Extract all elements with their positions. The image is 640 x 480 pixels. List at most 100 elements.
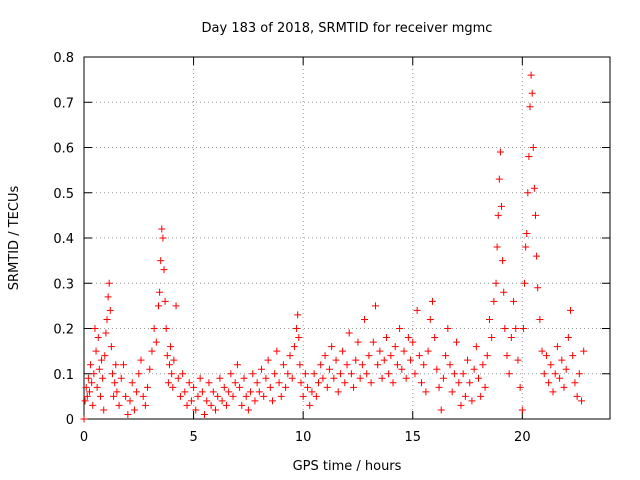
data-point [258,365,266,373]
data-point [526,103,534,111]
data-point [294,311,302,319]
y-tick-label: 0 [66,413,74,428]
data-point [162,325,170,332]
data-point [514,356,522,364]
data-point [160,266,168,274]
data-point [562,365,570,373]
data-point [282,383,290,391]
data-point [558,356,566,364]
data-point [119,361,127,369]
data-point [387,352,395,360]
data-point [172,302,180,310]
data-point [161,297,169,305]
data-point [85,388,93,396]
data-point [155,302,163,310]
data-point [299,392,307,400]
data-point [91,325,99,332]
data-point [82,383,90,391]
data-point [371,302,379,310]
data-point [365,352,373,360]
data-point [108,370,116,378]
data-point [88,379,96,387]
data-point [553,343,561,351]
data-point [146,365,154,373]
data-point [179,370,187,378]
data-point [159,234,167,242]
data-point [163,352,171,360]
data-point [139,392,147,400]
data-point [110,392,118,400]
data-point [113,388,121,396]
axis-ticks: 0 0.1 0.2 0.3 0.4 0.5 0.6 0.7 0.8 0 5 10 15 20 [53,51,610,445]
data-point [481,383,489,391]
data-point [277,392,285,400]
data-point [393,361,401,369]
data-point [297,379,305,387]
data-point [196,374,204,382]
data-point [312,392,320,400]
data-point [409,338,417,346]
data-point [133,388,141,396]
data-point [233,361,241,369]
data-point [538,347,546,355]
data-point [315,379,323,387]
data-point [457,401,465,409]
data-point [255,388,263,396]
data-point [201,410,209,418]
data-point [321,352,329,360]
data-point [529,144,537,151]
data-point [158,225,166,233]
data-point [385,370,393,378]
data-point [525,153,533,161]
data-point [102,329,110,337]
data-point [190,383,198,391]
data-point [431,334,439,342]
data-point [464,356,472,364]
chart-title: Day 183 of 2018, SRMTID for receiver mgm… [202,21,493,36]
data-point [523,229,531,237]
data-point [418,379,426,387]
data-point [404,334,412,342]
data-point [84,374,92,382]
data-point [135,370,143,378]
data-point [266,383,274,391]
data-point [540,370,548,378]
data-point [519,325,527,332]
x-tick-label: 20 [514,430,531,445]
data-point [389,379,397,387]
data-point [170,356,178,364]
y-tick-label: 0.7 [53,96,74,111]
data-point [493,243,501,251]
y-tick-label: 0.5 [53,187,74,202]
data-point [424,347,432,355]
data-point [164,379,172,387]
data-point [542,352,550,360]
data-point [251,397,259,405]
data-point [207,401,215,409]
data-point [87,361,95,369]
data-point [534,284,542,292]
data-point [545,379,553,387]
data-point [512,325,520,332]
data-point [288,374,296,382]
data-point [137,356,145,364]
data-point [354,338,362,346]
data-point [420,361,428,369]
data-point [450,370,458,378]
data-point [380,356,388,364]
data-point [275,379,283,387]
data-point [439,374,447,382]
data-point [205,379,213,387]
data-point [358,361,366,369]
data-point [347,370,355,378]
y-tick-label: 0.3 [53,277,74,292]
data-point [468,397,476,405]
data-point [115,401,123,409]
data-point [111,379,119,387]
x-tick-label: 10 [295,430,312,445]
data-point [339,347,347,355]
data-point [499,257,507,265]
y-tick-label: 0.8 [53,51,74,66]
data-point [264,356,272,364]
data-point [104,293,112,301]
